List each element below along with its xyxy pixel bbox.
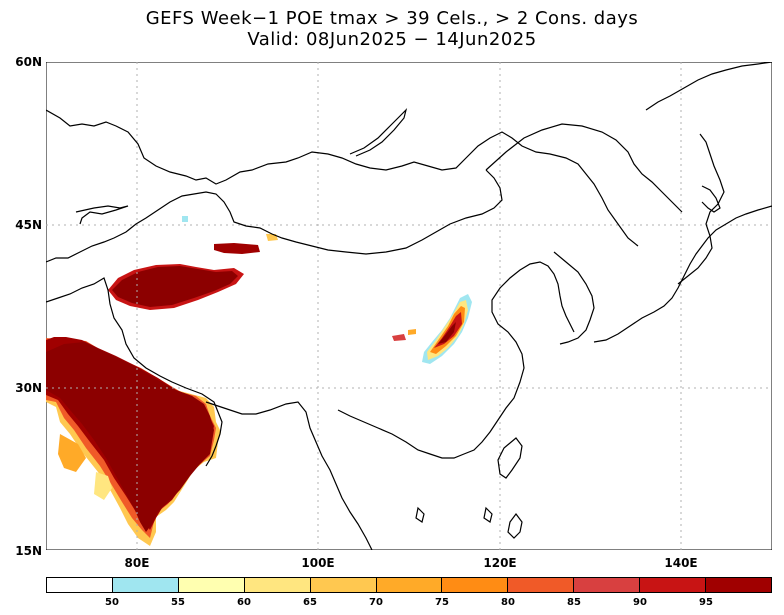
map-panel	[46, 62, 772, 550]
lat-label-45n: 45N	[15, 218, 42, 232]
colorbar-label-90: 90	[633, 597, 647, 608]
colorbar-label-60: 60	[237, 597, 251, 608]
lat-label-30n: 30N	[15, 381, 42, 395]
lon-label-120e: 120E	[483, 556, 517, 570]
colorbar-label-70: 70	[369, 597, 383, 608]
colorbar-label-75: 75	[435, 597, 449, 608]
colorbar-segment	[442, 578, 509, 592]
colorbar-segment	[310, 578, 377, 592]
colorbar	[46, 577, 772, 593]
colorbar-segment	[112, 578, 179, 592]
map-svg	[46, 62, 772, 550]
valid-date-subtitle: Valid: 08Jun2025 − 14Jun2025	[247, 29, 537, 50]
colorbar-segment	[178, 578, 245, 592]
chart-title: GEFS Week−1 POE tmax > 39 Cels., > 2 Con…	[145, 8, 639, 29]
lat-label-15n: 15N	[15, 544, 42, 558]
heat-region-north-china	[392, 294, 472, 364]
colorbar-label-85: 85	[567, 597, 581, 608]
colorbar-label-65: 65	[303, 597, 317, 608]
colorbar-segment	[508, 578, 575, 592]
colorbar-segment	[640, 578, 707, 592]
colorbar-segment	[47, 578, 113, 592]
lat-label-60n: 60N	[15, 55, 42, 69]
colorbar-segment	[376, 578, 443, 592]
colorbar-segment	[706, 578, 771, 592]
colorbar-label-55: 55	[171, 597, 185, 608]
colorbar-label-95: 95	[699, 597, 713, 608]
colorbar-label-50: 50	[105, 597, 119, 608]
lon-label-80e: 80E	[124, 556, 150, 570]
heat-region-turpan	[182, 216, 278, 254]
coastlines-and-borders	[46, 62, 772, 550]
heat-region-tarim-basin	[108, 264, 244, 310]
map-gridlines	[46, 62, 772, 550]
colorbar-segment	[574, 578, 641, 592]
colorbar-label-80: 80	[501, 597, 515, 608]
lon-label-100e: 100E	[301, 556, 335, 570]
colorbar-segment	[244, 578, 311, 592]
lon-label-140e: 140E	[664, 556, 698, 570]
